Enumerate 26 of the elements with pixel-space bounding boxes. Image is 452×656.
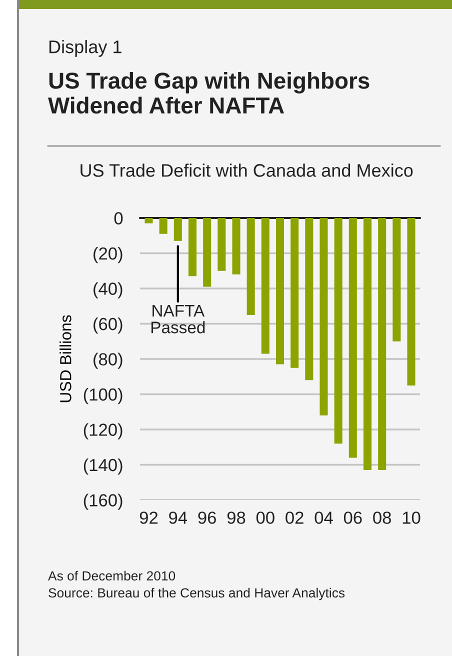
y-tick-label: (120): [84, 423, 122, 440]
y-tick-label: (100): [84, 388, 122, 404]
x-tick-label: 10: [402, 512, 420, 524]
x-tick-label: 92: [140, 512, 158, 524]
chart-title: US Trade Gap with Neighbors Widened After NAFTA: [48, 72, 370, 114]
x-tick-label: 08: [373, 512, 391, 524]
y-tick-label: (140): [84, 458, 122, 475]
y-tick-label: 0: [114, 212, 123, 224]
text: Display 1: [49, 40, 122, 57]
y-tick-label: (80): [94, 352, 122, 369]
text: As of December 2010: [48, 570, 176, 581]
chart-subtitle: US Trade Deficit with Canada and Mexico: [80, 164, 413, 177]
x-tick-label: 06: [344, 512, 362, 524]
x-tick-label: 02: [286, 512, 304, 524]
annotation: NAFTA Passed: [151, 304, 205, 334]
x-tick-label: 04: [314, 512, 333, 524]
y-axis-title: USD Billions: [60, 315, 72, 402]
y-tick-label: (160): [84, 494, 122, 510]
x-tick-label: 96: [198, 512, 216, 524]
y-tick-label: (40): [94, 282, 122, 298]
y-tick-label: (20): [94, 246, 122, 264]
x-tick-label: 94: [169, 512, 188, 524]
source-note: Source: Bureau of the Census and Haver Analytics: [48, 588, 345, 600]
y-tick-label: (60): [94, 317, 122, 334]
x-tick-label: 98: [227, 512, 246, 524]
x-tick-label: 00: [256, 512, 274, 524]
